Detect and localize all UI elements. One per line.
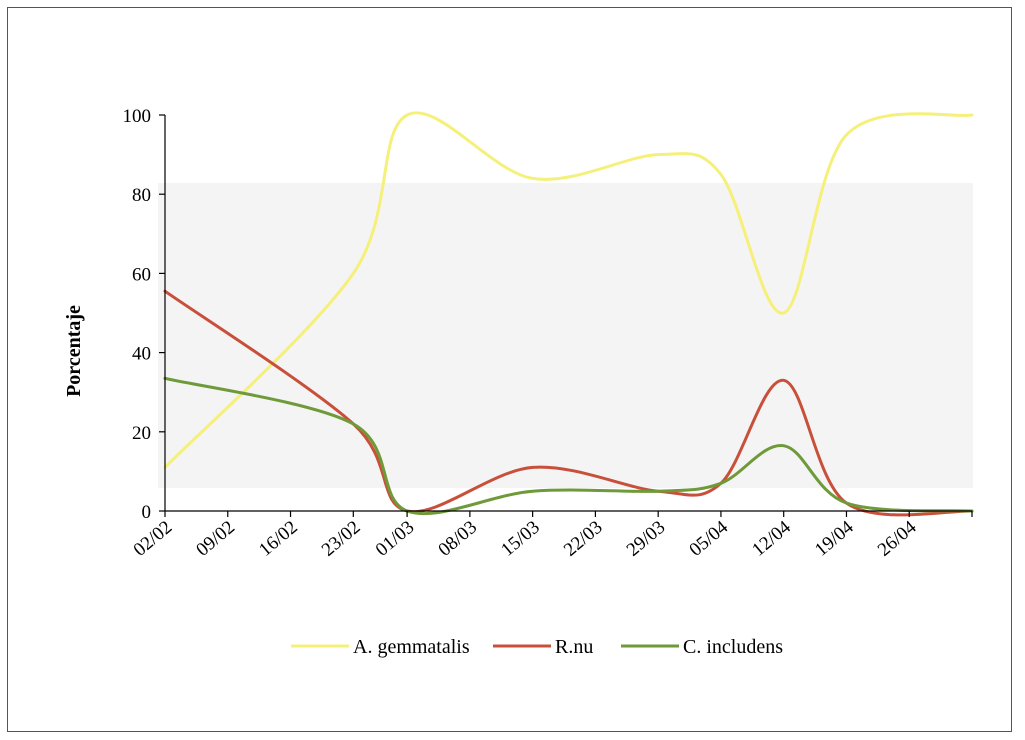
x-tick-label: 23/02 [318, 517, 365, 561]
legend: A. gemmatalis R.nu C. includens [291, 636, 783, 658]
line-chart: 0 20 40 60 80 100 02/02 09/02 16/02 23/02 01/03 08/… [63, 106, 974, 658]
y-axis-label: Porcentaje [63, 305, 85, 397]
y-tick-label: 60 [132, 264, 151, 285]
x-tick-label: 01/03 [372, 517, 419, 561]
y-tick-label: 40 [132, 344, 151, 365]
y-tick-label: 80 [132, 185, 151, 206]
x-tick-label: 26/04 [874, 516, 921, 560]
legend-label-c-includens: C. includens [683, 636, 783, 658]
x-tick-label: 12/04 [748, 516, 795, 560]
x-tick-label: 19/04 [811, 516, 858, 560]
series-line-a-gemmatalis [163, 111, 974, 469]
x-tick-label: 15/03 [497, 517, 544, 561]
x-tick-label: 09/02 [192, 517, 239, 561]
x-tick-label: 05/04 [685, 516, 732, 560]
legend-label-r-nu: R.nu [555, 636, 593, 658]
x-tick-label: 02/02 [130, 517, 177, 561]
y-tick-label: 0 [142, 502, 152, 523]
legend-label-a-gemmatalis: A. gemmatalis [353, 636, 470, 658]
y-tick-label: 100 [123, 106, 152, 127]
x-tick-label: 08/03 [434, 517, 481, 561]
series-layer [163, 111, 974, 517]
plot-background [158, 183, 973, 488]
series-line-c-includens [163, 376, 974, 516]
x-tick-label: 29/03 [623, 517, 670, 561]
y-tick-label: 20 [132, 423, 151, 444]
x-tick-label: 22/03 [560, 517, 607, 561]
x-tick-label: 16/02 [255, 517, 302, 561]
chart-frame: 0 20 40 60 80 100 02/02 09/02 16/02 23/02 01/03 08/… [7, 7, 1012, 732]
